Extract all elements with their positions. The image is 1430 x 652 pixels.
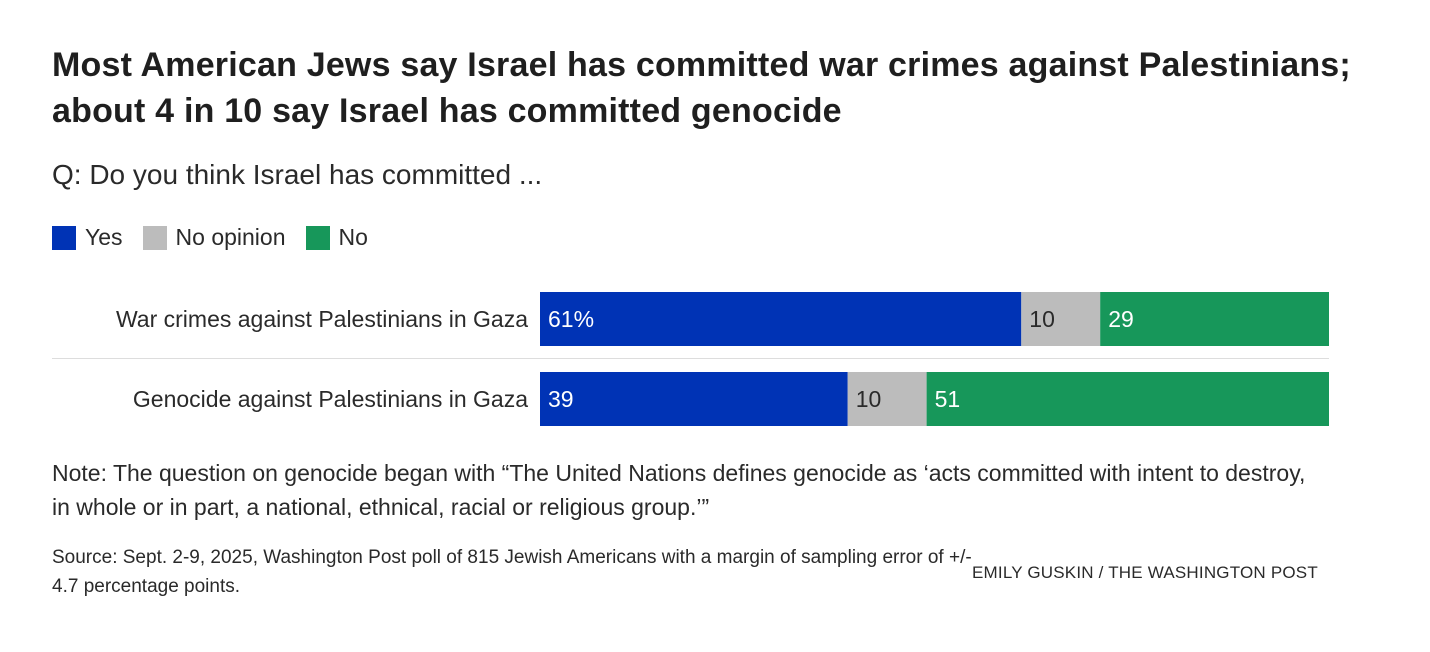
legend-label-no-opinion: No opinion [175, 224, 286, 250]
legend-label-yes: Yes [85, 224, 123, 250]
chart-subtitle: Q: Do you think Israel has committed ... [52, 159, 543, 190]
legend-swatch-no-opinion [142, 225, 167, 250]
bar-yes-row-2 [540, 372, 848, 426]
bar-no-opinion-row-2 [847, 372, 927, 426]
data-label-no-opinion-row-2: 10 [856, 386, 882, 412]
legend: Yes No opinion No [52, 224, 388, 251]
bar-no-row-1 [1100, 292, 1329, 346]
data-label-no-row-1: 29 [1108, 306, 1134, 332]
chart-credit: EMILY GUSKIN / THE WASHINGTON POST [972, 563, 1318, 582]
row-label-war-crimes: War crimes against Palestinians in Gaza [115, 306, 528, 332]
chart-title: Most American Jews say Israel has commit… [52, 46, 1351, 130]
data-label-no-opinion-row-1: 10 [1029, 306, 1055, 332]
legend-item-no-opinion: No opinion [142, 224, 286, 251]
legend-item-yes: Yes [52, 224, 123, 251]
row-label-genocide: Genocide against Palestinians in Gaza [132, 386, 528, 412]
legend-label-no: No [338, 224, 368, 250]
legend-swatch-yes [52, 225, 76, 250]
legend-swatch-no [305, 225, 330, 250]
bar-no-opinion-row-1 [1021, 292, 1101, 346]
data-label-yes-row-2: 39 [548, 386, 574, 412]
data-label-no-row-2: 51 [935, 386, 961, 412]
bar-yes-row-1 [540, 292, 1022, 346]
chart-note: Note: The question on genocide began wit… [52, 460, 1306, 520]
data-label-yes-row-1: 61% [548, 306, 594, 332]
chart-source: Source: Sept. 2-9, 2025, Washington Post… [52, 547, 972, 597]
bar-no-row-2 [926, 372, 1329, 426]
legend-item-no: No [305, 224, 368, 251]
row-divider [52, 358, 1329, 359]
